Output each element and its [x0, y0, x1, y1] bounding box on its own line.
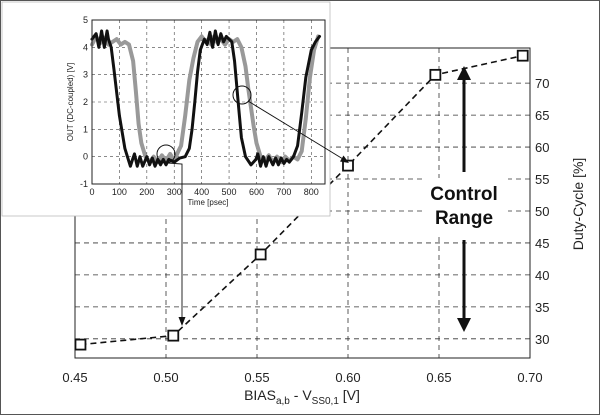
- inset-y-tick-labels: -1 0 1 2 3 4 5: [80, 15, 88, 189]
- inset-y-axis-label: OUT (DC-coupled) [V]: [66, 63, 75, 142]
- control-range-label-line1: Control: [430, 184, 498, 205]
- main-y-tick-label: 65: [535, 108, 549, 123]
- inset-y-tick-label: 5: [83, 15, 88, 25]
- main-data-point: [342, 159, 354, 172]
- control-range-annotation: Control Range: [424, 66, 508, 332]
- main-x-tick-label: 0.70: [517, 370, 542, 385]
- main-y-tick-label: 60: [535, 140, 549, 155]
- inset-x-tick-label: 200: [139, 187, 154, 197]
- inset-series-black: [90, 29, 322, 168]
- inset-x-tick-label: 800: [304, 187, 319, 197]
- main-data-point: [429, 68, 442, 81]
- control-range-arrowhead-down: [457, 318, 471, 332]
- inset-callout-circle-low: [156, 144, 176, 164]
- main-data-point: [516, 49, 529, 62]
- inset-y-tick-label: 4: [83, 42, 88, 52]
- control-range-arrowhead-up: [457, 66, 471, 80]
- main-data-point: [167, 329, 180, 342]
- main-x-axis-label: BIASa,b - VSS0,1 [V]: [244, 387, 360, 407]
- inset-background: [1, 1, 331, 217]
- main-y-tick-label: 40: [535, 268, 549, 283]
- inset-x-tick-label: 400: [194, 187, 209, 197]
- inset-y-tick-label: 3: [83, 70, 88, 80]
- main-data-point: [74, 338, 87, 351]
- control-range-label-background: [424, 178, 508, 233]
- main-x-tick-label: 0.60: [335, 370, 360, 385]
- main-x-tick-labels: 0.45 0.50 0.55 0.60 0.65 0.70: [62, 370, 542, 385]
- inset-connectors: [167, 100, 349, 326]
- main-y-tick-label: 70: [535, 76, 549, 91]
- inset-x-tick-label: 0: [89, 187, 94, 197]
- connector-arrowhead-high: [340, 155, 349, 163]
- inset-series: [90, 29, 322, 168]
- inset-x-tick-label: 300: [167, 187, 182, 197]
- main-x-tick-label: 0.50: [153, 370, 178, 385]
- main-y-tick-labels: 30 35 40 45 50 55 60 65 70: [535, 76, 549, 347]
- inset-y-tick-label: 1: [83, 124, 88, 134]
- inset-x-tick-label: 100: [112, 187, 127, 197]
- inset-x-tick-label: 500: [222, 187, 237, 197]
- inset-callout-circle-high: [232, 85, 252, 105]
- inset-x-tick-labels: 0 100 200 300 400 500 600 700 800: [89, 187, 318, 197]
- main-y-tick-label: 35: [535, 300, 549, 315]
- main-y-tick-label: 45: [535, 236, 549, 251]
- main-y-axis-label: Duty-Cycle [%]: [570, 158, 586, 251]
- main-x-tick-label: 0.45: [62, 370, 87, 385]
- main-y-tick-label: 30: [535, 332, 549, 347]
- inset-y-tick-label: -1: [80, 179, 88, 189]
- main-y-tick-label: 55: [535, 172, 549, 187]
- connector-arrowhead-low: [178, 317, 186, 326]
- main-y-tick-label: 50: [535, 204, 549, 219]
- main-x-tick-label: 0.65: [426, 370, 451, 385]
- connector-line-high: [247, 100, 344, 160]
- inset-x-tick-label: 700: [276, 187, 291, 197]
- main-data-point: [254, 248, 267, 261]
- inset-y-tick-label: 0: [83, 152, 88, 162]
- inset-x-tick-label: 600: [249, 187, 264, 197]
- inset-plot-frame: [91, 19, 326, 185]
- inset-y-tick-label: 2: [83, 97, 88, 107]
- main-x-tick-label: 0.55: [244, 370, 269, 385]
- connector-line-low: [167, 162, 183, 320]
- inset-x-axis-label: Time [psec]: [187, 198, 228, 207]
- control-range-label-line2: Range: [435, 208, 493, 229]
